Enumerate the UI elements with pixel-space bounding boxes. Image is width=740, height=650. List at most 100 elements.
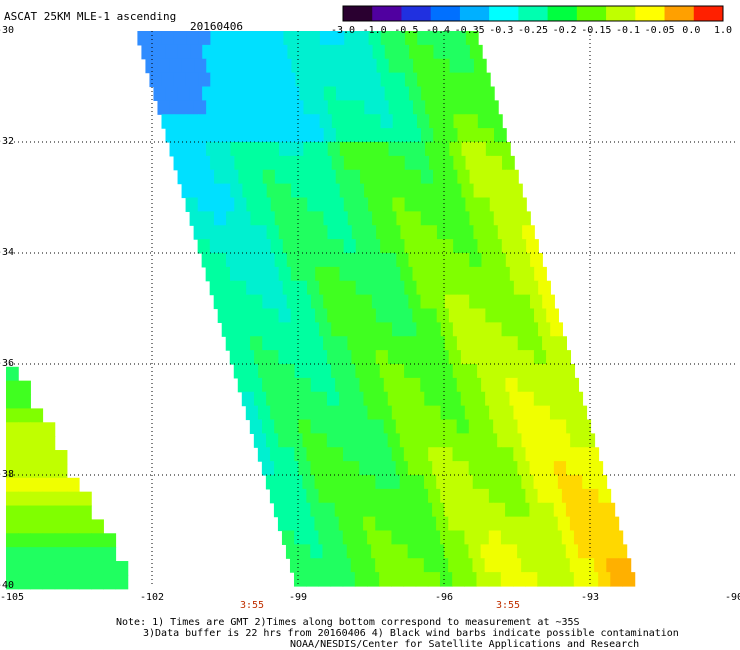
- swath-cell: [557, 516, 571, 532]
- swath-cell: [103, 574, 117, 590]
- swath-cell: [275, 86, 288, 101]
- swath-cell: [222, 72, 236, 88]
- swath-cell: [334, 544, 348, 559]
- swath-cell: [444, 502, 458, 518]
- swath-cell: [553, 502, 567, 518]
- swath-cell: [533, 350, 547, 365]
- swath-cell: [79, 491, 92, 507]
- swath-cell: [279, 58, 293, 74]
- swath-cell: [290, 391, 304, 407]
- swath-cell: [177, 128, 191, 143]
- swath-cell: [217, 308, 231, 323]
- swath-cell: [521, 558, 534, 573]
- swath-cell: [412, 308, 426, 323]
- swath-cell: [306, 488, 320, 504]
- swath-cell: [456, 502, 470, 518]
- note-line-3: NOAA/NESDIS/Center for Satellite Applica…: [290, 639, 640, 650]
- swath-cell: [566, 419, 579, 434]
- swath-cell: [509, 475, 522, 490]
- swath-cell: [327, 350, 340, 365]
- swath-cell: [485, 225, 499, 240]
- swath-cell: [566, 377, 580, 393]
- colorbar-segment: [693, 6, 724, 21]
- swath-cell: [464, 572, 478, 587]
- swath-cell: [485, 183, 499, 199]
- swath-cell: [294, 280, 308, 296]
- swath-cell: [262, 377, 275, 393]
- swath-cell: [424, 475, 437, 490]
- swath-cell: [489, 447, 502, 462]
- swath-cell: [282, 280, 296, 296]
- swath-cell: [367, 239, 381, 254]
- swath-cell: [185, 197, 199, 212]
- swath-cell: [258, 239, 272, 254]
- swath-cell: [461, 308, 474, 323]
- swath-cell: [432, 253, 446, 268]
- swath-cell: [436, 350, 450, 365]
- swath-cell: [481, 86, 495, 101]
- swath-cell: [66, 547, 80, 562]
- swath-cell: [351, 391, 365, 407]
- swath-cell: [315, 100, 329, 115]
- swath-cell: [177, 169, 191, 185]
- swath-cell: [423, 558, 437, 573]
- swath-cell: [380, 31, 394, 46]
- swath-cell: [165, 86, 179, 101]
- swath-cell: [347, 294, 361, 310]
- swath-cell: [489, 405, 502, 421]
- swath-cell: [214, 128, 227, 143]
- swath-cell: [6, 533, 19, 548]
- swath-cell: [66, 574, 80, 590]
- swath-cell: [359, 336, 373, 351]
- swath-cell: [346, 502, 360, 518]
- swath-cell: [181, 142, 195, 157]
- swath-cell: [190, 44, 203, 60]
- swath-cell: [79, 505, 92, 520]
- swath-cell: [371, 544, 384, 559]
- swath-cell: [294, 239, 308, 254]
- swath-cell: [391, 572, 405, 587]
- colorbar-segment: [459, 6, 490, 21]
- colorbar-segment: [372, 6, 402, 21]
- swath-cell: [298, 377, 312, 393]
- swath-cell: [473, 58, 487, 74]
- swath-cell: [481, 128, 495, 143]
- swath-cell: [521, 308, 535, 323]
- swath-cell: [258, 322, 271, 337]
- swath-cell: [250, 294, 263, 310]
- swath-cell: [18, 422, 31, 437]
- swath-cell: [352, 58, 366, 74]
- swath-cell: [457, 44, 471, 60]
- swath-cell: [258, 197, 272, 212]
- swath-cell: [266, 142, 280, 157]
- swath-cell: [6, 408, 19, 423]
- swath-cell: [307, 72, 321, 88]
- swath-cell: [512, 572, 526, 587]
- swath-cell: [530, 253, 543, 268]
- swath-cell: [206, 142, 219, 157]
- swath-cell: [347, 377, 361, 393]
- swath-cell: [525, 322, 539, 337]
- swath-cell: [425, 142, 438, 157]
- swath-cell: [420, 211, 434, 226]
- swath-cell: [581, 558, 595, 573]
- swath-cell: [278, 475, 291, 490]
- swath-cell: [502, 155, 515, 171]
- swath-cell: [367, 488, 380, 504]
- swath-cell: [270, 155, 284, 171]
- swath-cell: [225, 336, 239, 351]
- swath-cell: [326, 391, 340, 407]
- swath-cell: [311, 294, 324, 310]
- swath-cell: [6, 547, 19, 562]
- swath-cell: [500, 530, 514, 545]
- swath-cell: [460, 516, 474, 532]
- swath-cell: [282, 405, 296, 421]
- colorbar-tick-label: -0.3: [489, 25, 514, 36]
- swath-cell: [213, 211, 227, 226]
- swath-cell: [30, 561, 44, 576]
- swath-cell: [452, 572, 465, 587]
- swath-cell: [205, 183, 219, 199]
- swath-cell: [66, 561, 80, 576]
- swath-cell: [226, 128, 240, 143]
- swath-cell: [412, 391, 425, 407]
